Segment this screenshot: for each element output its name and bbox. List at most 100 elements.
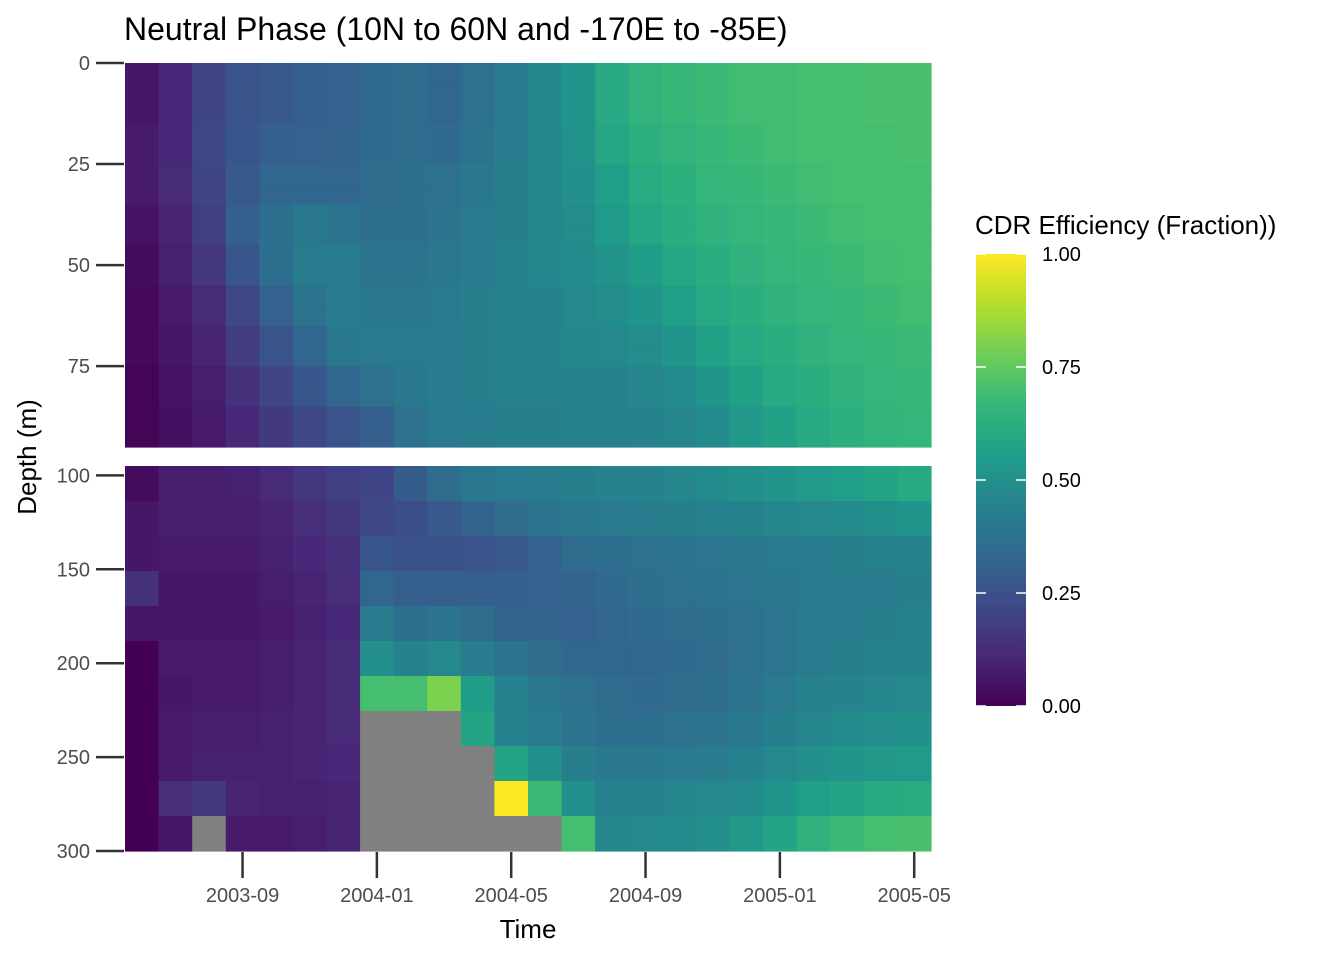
heatmap-cell (695, 466, 731, 502)
heatmap-cell (662, 325, 697, 347)
heatmap-cell (125, 571, 160, 607)
heatmap-cell (192, 204, 227, 226)
heatmap-cell (628, 641, 663, 677)
heatmap-cell (796, 746, 831, 782)
heatmap-cell (292, 305, 328, 327)
heatmap-cell (796, 244, 831, 266)
heatmap-cell (662, 123, 697, 145)
heatmap-cell (326, 606, 361, 642)
heatmap-cell (561, 103, 596, 125)
heatmap-cell (192, 244, 227, 266)
heatmap-cell (628, 746, 663, 782)
heatmap-cell (763, 143, 798, 165)
y-axis-tick-label: 100 (57, 465, 90, 487)
heatmap-cell (830, 204, 865, 226)
heatmap-cell (897, 325, 932, 347)
heatmap-cell (595, 325, 630, 347)
heatmap-cell (259, 386, 294, 408)
heatmap-cell (830, 781, 865, 817)
heatmap-cell (662, 265, 697, 286)
heatmap-cell (897, 426, 932, 448)
heatmap-cell (796, 366, 831, 387)
heatmap-cell (729, 164, 764, 185)
heatmap-cell (595, 345, 630, 367)
heatmap-cell (863, 711, 899, 747)
heatmap-cell (259, 571, 294, 607)
heatmap-cell (863, 366, 899, 387)
heatmap-cell (695, 816, 731, 852)
heatmap-cell (863, 426, 899, 448)
heatmap-cell (125, 676, 160, 712)
heatmap-cell (528, 204, 563, 226)
heatmap-cell (662, 103, 697, 125)
heatmap-cell (897, 781, 932, 817)
heatmap-cell (897, 103, 932, 125)
heatmap-cell (897, 285, 932, 307)
heatmap-cell (158, 386, 193, 408)
heatmap-cell (830, 103, 865, 125)
heatmap-cell (830, 816, 865, 852)
y-axis-tick-label: 300 (57, 841, 90, 863)
heatmap-cell (528, 103, 563, 125)
heatmap-cell (225, 63, 260, 84)
heatmap-cell (628, 386, 663, 408)
heatmap-cell (292, 285, 328, 307)
heatmap-cell (763, 345, 798, 367)
heatmap-cell (763, 305, 798, 327)
heatmap-cell (628, 366, 663, 387)
heatmap-cell (528, 83, 563, 105)
heatmap-cell (192, 571, 227, 607)
heatmap-cell (292, 265, 328, 286)
heatmap-cell (561, 466, 596, 502)
heatmap-cell (695, 426, 731, 448)
heatmap-cell (259, 641, 294, 677)
heatmap-cell (393, 386, 428, 408)
heatmap-cell (796, 536, 831, 572)
heatmap-cell (225, 746, 260, 782)
heatmap-cell (360, 103, 395, 125)
heatmap-cell (662, 426, 697, 448)
y-axis-tick-label: 250 (57, 747, 90, 769)
legend: CDR Efficiency (Fraction)) 1.00 0.75 0.50 0… (975, 210, 1276, 718)
heatmap-cell (460, 501, 496, 537)
heatmap-cell (561, 536, 596, 572)
heatmap-cell (595, 184, 630, 206)
heatmap-cell (427, 676, 462, 712)
heatmap-cell (729, 501, 764, 537)
heatmap-cell (494, 265, 529, 286)
heatmap-cell (393, 164, 428, 185)
heatmap-cell (158, 184, 193, 206)
heatmap-cell (393, 606, 428, 642)
heatmap-cell (158, 345, 193, 367)
heatmap-lower-panel (125, 466, 932, 852)
heatmap-cell (561, 305, 596, 327)
legend-tick-label: 0.00 (1042, 696, 1081, 718)
heatmap-cell (393, 571, 428, 607)
heatmap-cell (460, 746, 496, 782)
heatmap-cell (695, 325, 731, 347)
heatmap-cell (763, 325, 798, 347)
heatmap-cell (192, 746, 227, 782)
heatmap-cell (561, 501, 596, 537)
heatmap-cell (796, 711, 831, 747)
heatmap-cell (326, 711, 361, 747)
heatmap-cell (460, 426, 496, 448)
heatmap-cell (360, 164, 395, 185)
heatmap-cell (125, 83, 160, 105)
heatmap-cell (460, 325, 496, 347)
heatmap-cell (763, 265, 798, 286)
heatmap-cell (796, 143, 831, 165)
legend-tick-label: 0.75 (1042, 357, 1081, 379)
heatmap-cell (427, 366, 462, 387)
heatmap-cell (796, 184, 831, 206)
heatmap-cell (796, 285, 831, 307)
heatmap-cell (561, 123, 596, 145)
heatmap-cell (225, 571, 260, 607)
heatmap-cell (360, 711, 395, 747)
heatmap-cell (225, 466, 260, 502)
heatmap-cell (259, 305, 294, 327)
heatmap-cell (192, 325, 227, 347)
heatmap-cell (662, 184, 697, 206)
heatmap-cell (628, 265, 663, 286)
heatmap-cell (863, 83, 899, 105)
